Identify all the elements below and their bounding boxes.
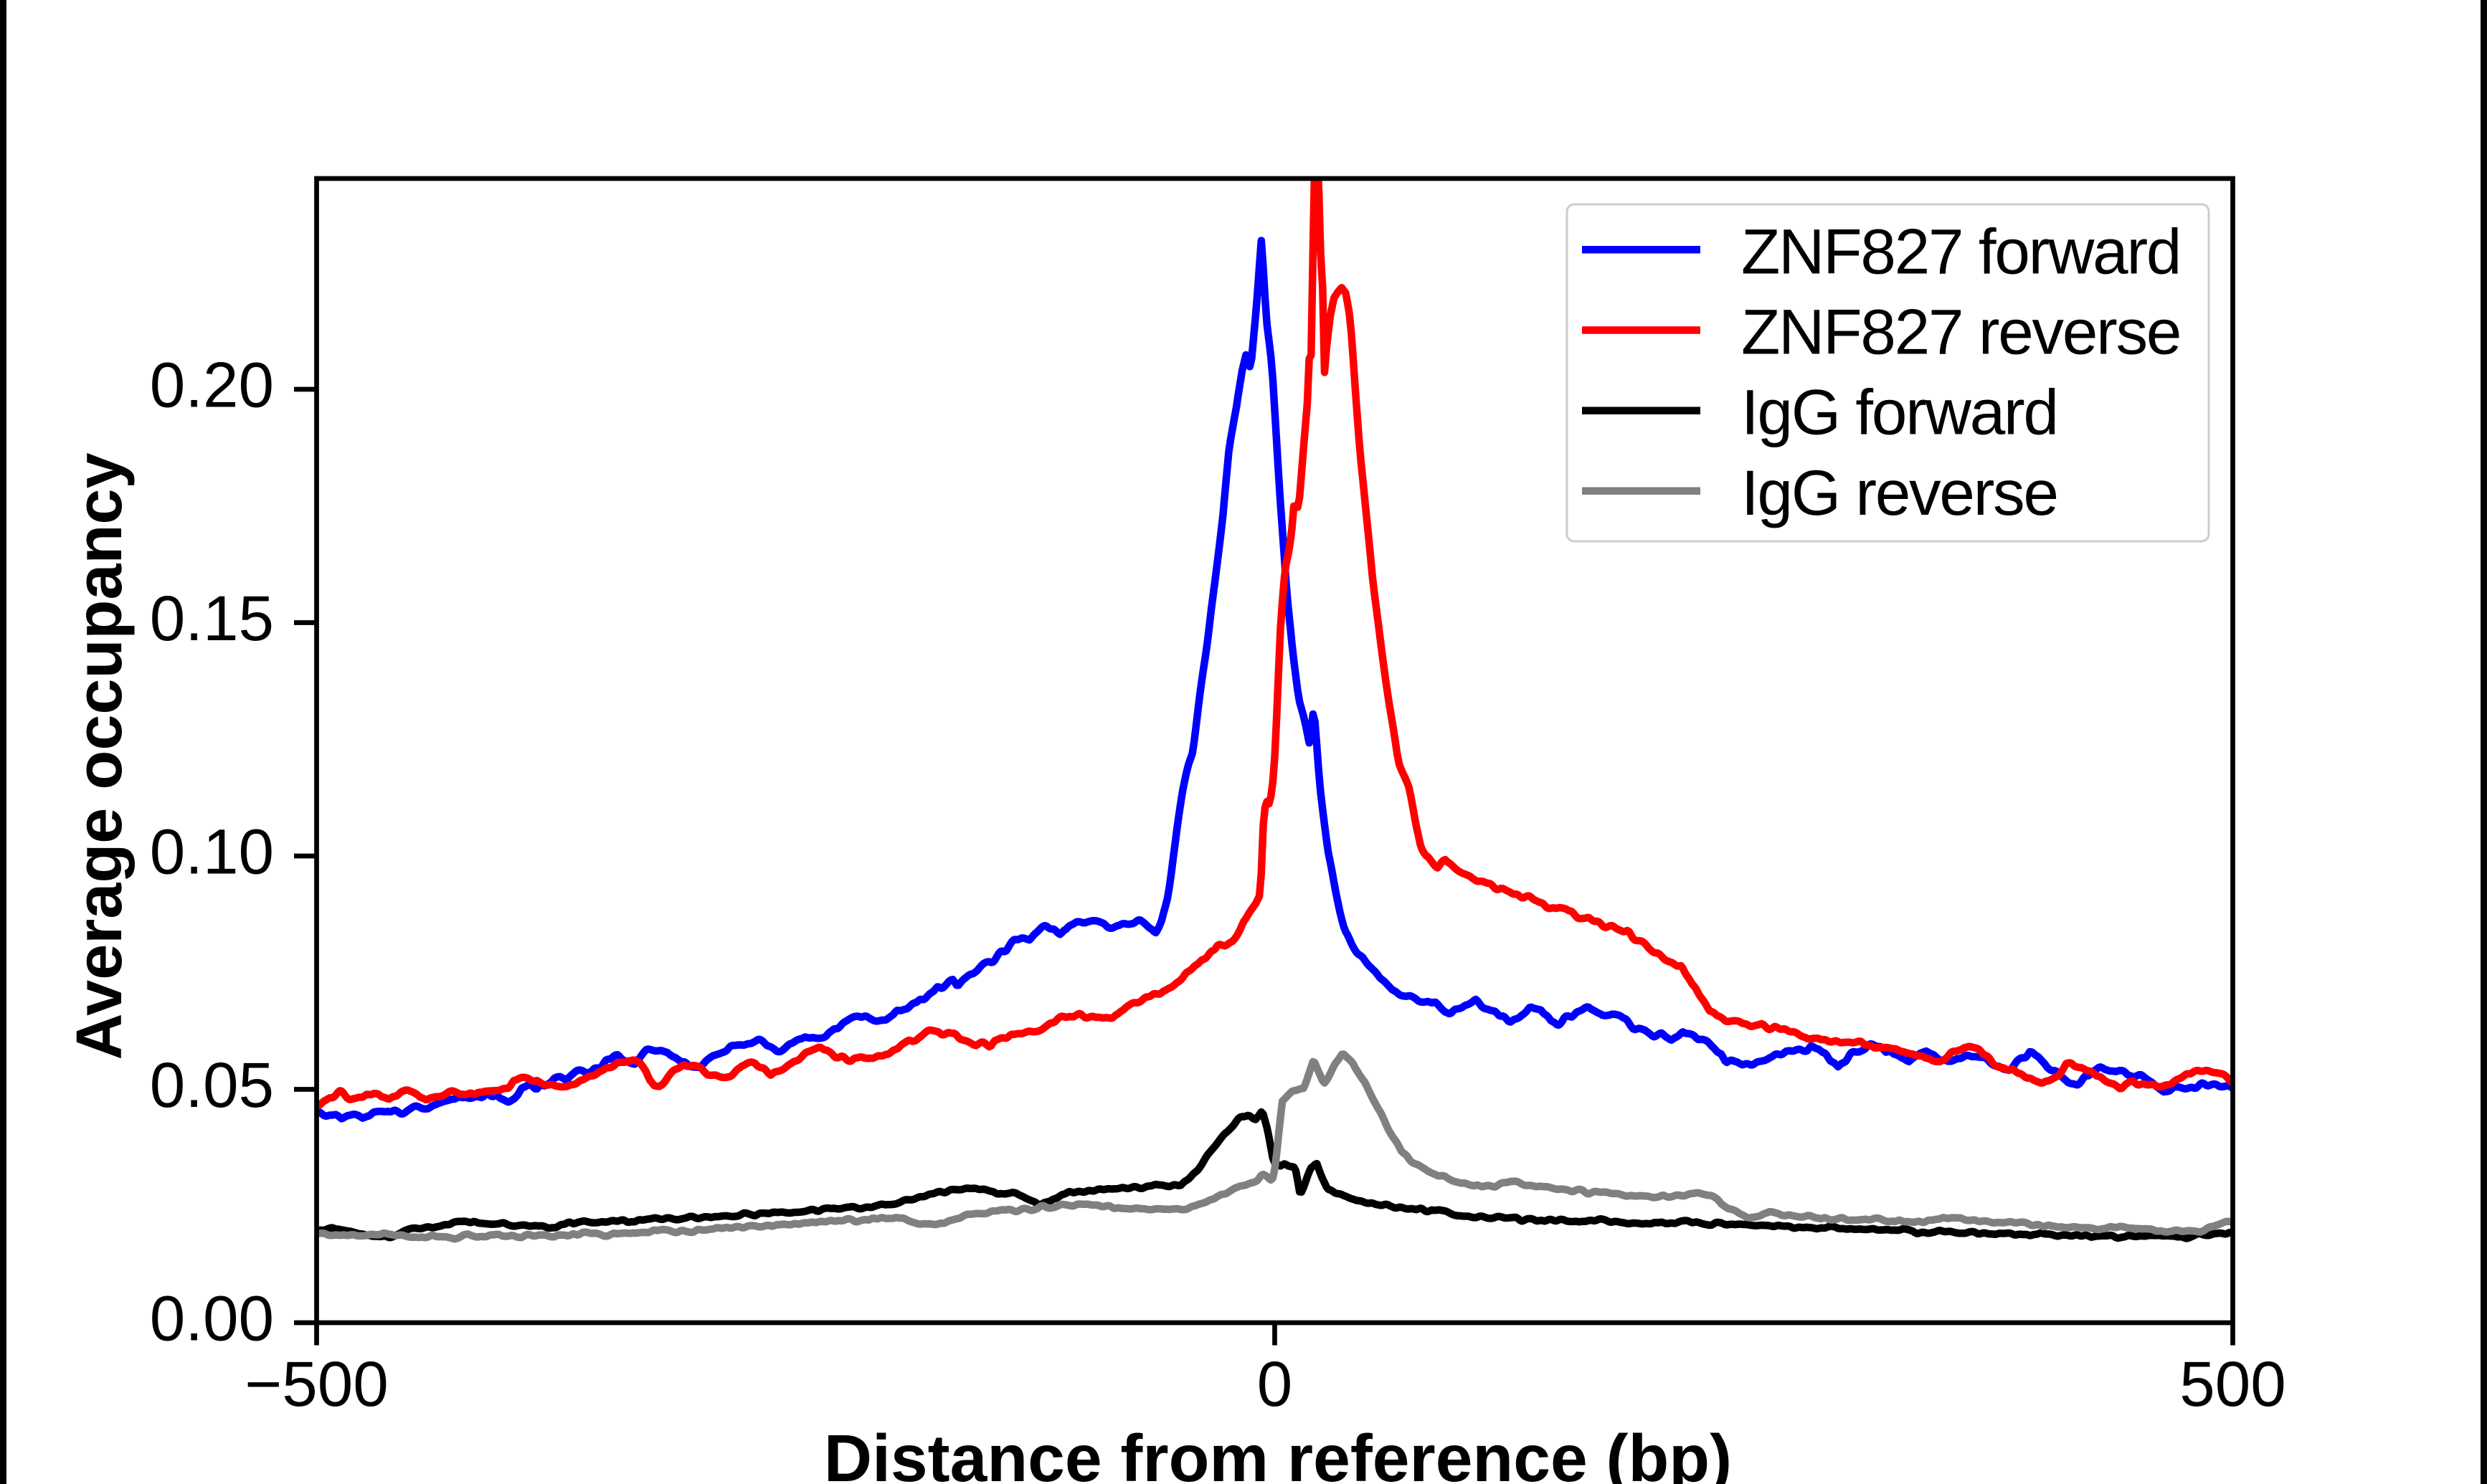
svg-text:0.05: 0.05 xyxy=(150,1049,274,1121)
svg-text:0.20: 0.20 xyxy=(150,349,274,421)
svg-text:ZNF827 reverse: ZNF827 reverse xyxy=(1741,296,2180,368)
svg-text:0.10: 0.10 xyxy=(150,816,274,888)
svg-text:0.00: 0.00 xyxy=(150,1283,274,1354)
svg-text:0.15: 0.15 xyxy=(150,582,274,654)
svg-text:ZNF827 forward: ZNF827 forward xyxy=(1741,215,2180,287)
svg-text:500: 500 xyxy=(2179,1348,2286,1419)
svg-text:0: 0 xyxy=(1257,1348,1293,1419)
svg-text:IgG forward: IgG forward xyxy=(1741,376,2057,448)
svg-text:−500: −500 xyxy=(245,1348,388,1419)
svg-text:IgG reverse: IgG reverse xyxy=(1741,457,2057,528)
svg-text:Distance from reference (bp): Distance from reference (bp) xyxy=(824,1421,1732,1484)
svg-text:Average occupancy: Average occupancy xyxy=(64,452,136,1060)
